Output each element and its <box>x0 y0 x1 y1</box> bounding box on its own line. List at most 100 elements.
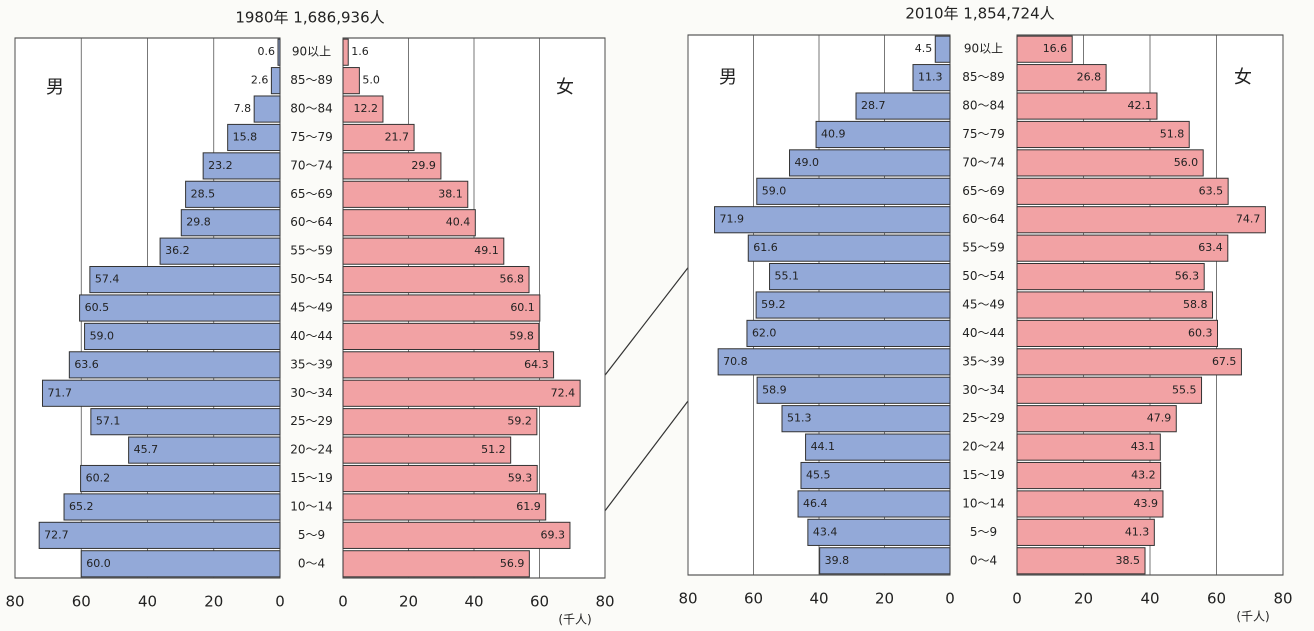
unit-label: (千人) <box>558 613 591 627</box>
value-label: 41.3 <box>1125 525 1150 538</box>
legend-label: 男 <box>719 67 737 88</box>
category-label: 60～64 <box>290 215 333 229</box>
category-label: 0～4 <box>970 553 997 567</box>
value-label: 56.0 <box>1174 156 1199 169</box>
category-label: 5～9 <box>970 525 997 539</box>
category-label: 55～59 <box>962 241 1005 255</box>
value-label: 60.0 <box>86 557 111 570</box>
x-tick-label: 40 <box>1140 590 1159 608</box>
bar <box>342 152 442 180</box>
value-label: 28.5 <box>191 187 216 200</box>
bar <box>747 234 951 262</box>
x-tick-label: 80 <box>5 593 24 611</box>
value-label: 71.7 <box>47 386 72 399</box>
value-label: 28.7 <box>861 99 886 112</box>
bar <box>342 38 349 66</box>
bar <box>789 149 951 177</box>
bar <box>128 436 281 464</box>
bar <box>342 266 530 294</box>
bar <box>1016 263 1205 291</box>
value-label: 0.6 <box>258 45 276 58</box>
bar <box>1016 149 1204 177</box>
value-label: 44.1 <box>811 440 836 453</box>
bar <box>819 547 951 575</box>
bar <box>342 180 469 208</box>
bar <box>756 376 951 404</box>
bar <box>185 180 281 208</box>
bar <box>781 405 951 433</box>
category-label: 75～79 <box>962 127 1005 141</box>
bar <box>342 123 415 152</box>
value-label: 2.6 <box>251 74 269 87</box>
bar <box>342 351 555 379</box>
category-label: 45～49 <box>962 298 1005 312</box>
x-tick-label: 40 <box>464 593 483 611</box>
x-tick-label: 20 <box>204 593 223 611</box>
value-label: 7.8 <box>234 102 252 115</box>
category-label: 25～29 <box>962 411 1005 425</box>
category-label: 40～44 <box>290 329 333 343</box>
x-tick-label: 40 <box>138 593 157 611</box>
bar <box>159 237 281 265</box>
bar <box>342 436 512 464</box>
value-label: 60.3 <box>1188 326 1213 339</box>
value-label: 59.0 <box>90 329 115 342</box>
bar <box>746 319 951 347</box>
value-label: 49.1 <box>474 244 499 257</box>
bar <box>1016 547 1146 575</box>
bar <box>342 67 360 95</box>
value-label: 59.2 <box>761 298 786 311</box>
bar <box>68 351 281 379</box>
bar <box>805 433 951 461</box>
value-label: 29.9 <box>411 159 436 172</box>
value-label: 59.3 <box>508 472 533 485</box>
bar <box>756 177 951 205</box>
x-tick-label: 80 <box>1273 590 1292 608</box>
value-label: 11.3 <box>918 71 943 84</box>
value-label: 67.5 <box>1212 355 1237 368</box>
bar <box>815 120 951 149</box>
category-label: 10～14 <box>290 499 333 513</box>
value-label: 15.8 <box>233 130 258 143</box>
bar <box>63 493 281 521</box>
value-label: 55.1 <box>775 270 800 283</box>
category-label: 50～54 <box>290 272 333 286</box>
bar <box>342 521 571 549</box>
category-label: 45～49 <box>290 301 333 315</box>
value-label: 59.8 <box>509 329 534 342</box>
bar <box>1016 461 1162 490</box>
unit-label: (千人) <box>1236 610 1269 624</box>
category-label: 35～39 <box>290 357 333 371</box>
category-label: 65～69 <box>962 184 1005 198</box>
category-label: 5～9 <box>298 528 325 542</box>
x-tick-label: 40 <box>809 590 828 608</box>
bar <box>1016 319 1218 347</box>
category-label: 50～54 <box>962 269 1005 283</box>
bar <box>769 263 951 291</box>
bar <box>41 379 281 407</box>
value-label: 61.6 <box>753 241 778 254</box>
value-label: 1.6 <box>351 45 369 58</box>
bar <box>1016 405 1177 433</box>
value-label: 43.4 <box>813 525 838 538</box>
value-label: 58.9 <box>762 383 787 396</box>
bar <box>342 408 538 436</box>
x-tick-label: 60 <box>530 593 549 611</box>
category-label: 15～19 <box>290 471 333 485</box>
category-label: 20～24 <box>290 443 333 457</box>
category-label: 65～69 <box>290 187 333 201</box>
value-label: 38.5 <box>1116 554 1141 567</box>
category-label: 60～64 <box>962 212 1005 226</box>
bar <box>797 490 951 518</box>
bar <box>342 95 384 123</box>
bar <box>1016 206 1266 234</box>
value-label: 57.4 <box>95 273 120 286</box>
value-label: 63.4 <box>1198 241 1223 254</box>
value-label: 70.8 <box>723 355 748 368</box>
value-label: 16.6 <box>1043 42 1068 55</box>
bar <box>180 209 281 237</box>
chart-title: 1980年 1,686,936人 <box>235 9 384 27</box>
value-label: 60.5 <box>85 301 110 314</box>
x-tick-label: 60 <box>744 590 763 608</box>
